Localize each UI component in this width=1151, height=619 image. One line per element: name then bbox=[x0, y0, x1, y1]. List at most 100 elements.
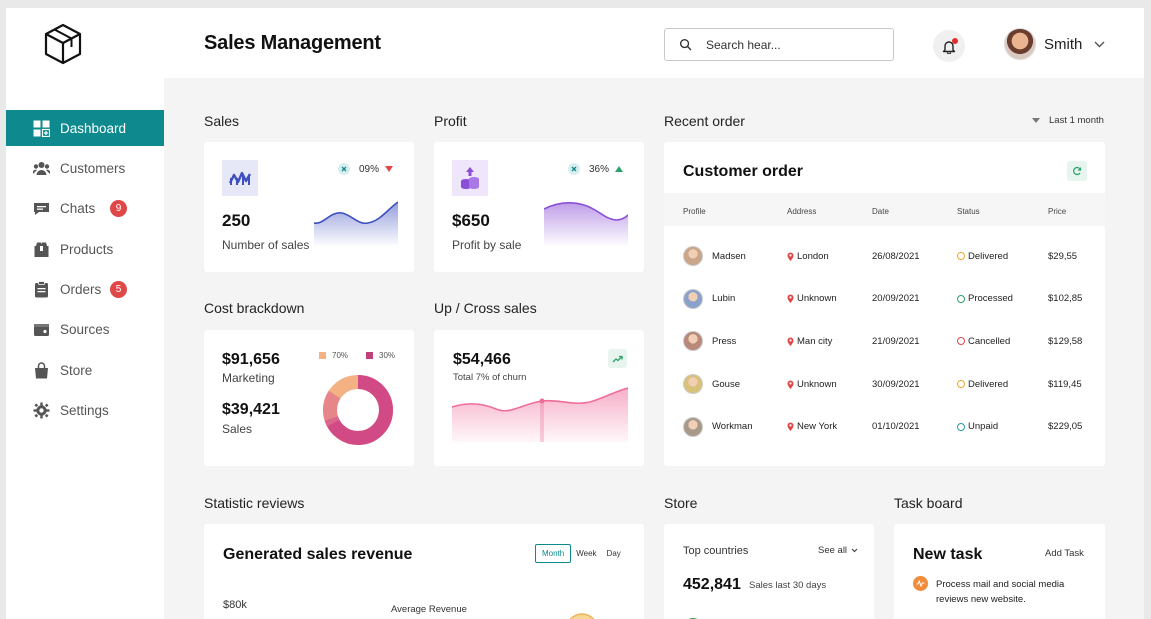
marketing-value: $91,656 bbox=[222, 351, 280, 368]
sidebar-item-chats[interactable]: Chats 9 bbox=[6, 191, 164, 227]
sales-icon-box bbox=[222, 160, 258, 196]
store-label: Sales last 30 days bbox=[749, 580, 827, 591]
dashboard-icon bbox=[33, 120, 50, 137]
sidebar-item-label: Dashboard bbox=[60, 120, 127, 136]
revenue-chart bbox=[569, 613, 595, 619]
tab-day[interactable]: Day bbox=[606, 549, 621, 558]
notifications-button[interactable] bbox=[933, 30, 965, 62]
column-header: Price bbox=[1048, 207, 1067, 216]
customer-name: Press bbox=[712, 335, 737, 347]
profile-cell: Press bbox=[683, 320, 736, 362]
period-tabs: Month Week Day bbox=[535, 544, 626, 563]
status-icon bbox=[957, 422, 965, 431]
profit-label: Profit by sale bbox=[452, 238, 522, 252]
y-axis-label: $80k bbox=[223, 599, 247, 611]
coins-icon bbox=[461, 167, 479, 189]
status-text: Delivered bbox=[968, 378, 1009, 390]
cost-section-title: Cost brackdown bbox=[204, 300, 305, 316]
table-header: Profile Address Date Status Price bbox=[664, 193, 1105, 226]
period-filter-dropdown[interactable]: Last 1 month bbox=[1032, 115, 1104, 126]
sidebar-item-label: Sources bbox=[60, 322, 110, 338]
table-row[interactable]: Workman New York 01/10/2021 Unpaid $229,05 bbox=[664, 406, 1105, 448]
table-row[interactable]: Press Man city 21/09/2021 Cancelled $129,58 bbox=[664, 320, 1105, 362]
user-name: Smith bbox=[1044, 35, 1083, 53]
chats-count-badge: 9 bbox=[110, 200, 127, 218]
sidebar-item-store[interactable]: Store bbox=[6, 352, 164, 388]
user-menu[interactable]: Smith bbox=[1004, 28, 1105, 60]
date-cell: 30/09/2021 bbox=[872, 378, 920, 390]
see-all-link[interactable]: See all bbox=[818, 545, 858, 556]
sidebar-item-dashboard[interactable]: Dashboard bbox=[6, 110, 164, 146]
location-pin-icon bbox=[787, 337, 794, 346]
profile-cell: Gouse bbox=[683, 363, 740, 405]
sales-card: 09% 250 Number of sales bbox=[204, 142, 414, 272]
sales-label: Number of sales bbox=[222, 238, 310, 252]
customer-order-card: Customer order Profile Address Date Stat… bbox=[664, 142, 1105, 466]
store-value: 452,841 bbox=[683, 576, 741, 593]
series-label: Average Revenue bbox=[391, 604, 467, 615]
sales-value: 250 bbox=[222, 211, 251, 230]
status-icon bbox=[957, 337, 965, 346]
customer-name: Madsen bbox=[712, 250, 746, 262]
task-section-title: Task board bbox=[894, 495, 963, 511]
date-cell: 21/09/2021 bbox=[872, 335, 920, 347]
sales-percent-value: 09% bbox=[359, 163, 380, 175]
profile-cell: Lubin bbox=[683, 278, 735, 320]
tab-week[interactable]: Week bbox=[576, 549, 597, 558]
chat-icon bbox=[34, 203, 49, 216]
cube-logo-icon[interactable] bbox=[42, 22, 84, 66]
status-icon bbox=[957, 380, 965, 389]
avatar bbox=[683, 288, 703, 309]
legend-swatch bbox=[319, 352, 326, 359]
clipboard-icon bbox=[35, 281, 48, 298]
sales-sparkline bbox=[314, 201, 398, 247]
x-circle-icon bbox=[568, 163, 580, 175]
profit-section-title: Profit bbox=[434, 113, 467, 129]
store-section-title: Store bbox=[664, 495, 698, 511]
sidebar-item-orders[interactable]: Orders 5 bbox=[6, 272, 164, 308]
profile-cell: Workman bbox=[683, 406, 752, 448]
stats-section-title: Statistic reviews bbox=[204, 495, 305, 511]
sidebar-item-sources[interactable]: Sources bbox=[6, 312, 164, 348]
sidebar bbox=[6, 78, 164, 619]
revenue-card: Generated sales revenue Month Week Day $… bbox=[204, 524, 644, 619]
orders-count-badge: 5 bbox=[110, 281, 127, 299]
sidebar-item-label: Store bbox=[60, 362, 93, 378]
refresh-button[interactable] bbox=[1067, 161, 1087, 181]
cost-sales-value: $39,421 bbox=[222, 401, 280, 418]
cost-card: $91,656 Marketing $39,421 Sales 70% 30% bbox=[204, 330, 414, 466]
date-cell: 20/09/2021 bbox=[872, 293, 920, 305]
address-cell: New York bbox=[787, 406, 837, 448]
search-input[interactable]: Search hear... bbox=[664, 28, 894, 61]
customer-name: Gouse bbox=[712, 378, 740, 390]
legend-label: 70% bbox=[332, 351, 349, 360]
page-title: Sales Management bbox=[204, 32, 381, 54]
gear-icon bbox=[33, 402, 50, 419]
upcross-value: $54,466 bbox=[453, 351, 511, 368]
legend-label: 30% bbox=[379, 351, 396, 360]
status-cell: Unpaid bbox=[957, 406, 998, 448]
upcross-label: Total 7% of churn bbox=[453, 372, 527, 383]
customer-name: Lubin bbox=[712, 293, 736, 305]
add-task-button[interactable]: Add Task bbox=[1045, 548, 1084, 559]
status-text: Processed bbox=[968, 293, 1013, 305]
period-filter-label: Last 1 month bbox=[1049, 115, 1104, 126]
tab-month[interactable]: Month bbox=[535, 544, 572, 563]
sidebar-item-settings[interactable]: Settings bbox=[6, 393, 164, 429]
profit-icon-box bbox=[452, 160, 488, 196]
profit-percent-value: 36% bbox=[589, 163, 610, 175]
date-cell: 26/08/2021 bbox=[872, 250, 920, 262]
table-row[interactable]: Lubin Unknown 20/09/2021 Processed $102,85 bbox=[664, 278, 1105, 320]
marketing-label: Marketing bbox=[222, 371, 275, 385]
address-text: Man city bbox=[797, 335, 833, 347]
cost-sales-label: Sales bbox=[222, 422, 253, 436]
sidebar-item-label: Orders bbox=[60, 282, 102, 298]
trend-button[interactable] bbox=[608, 349, 627, 368]
search-icon bbox=[679, 38, 692, 51]
avatar bbox=[683, 416, 703, 437]
table-row[interactable]: Madsen London 26/08/2021 Delivered $29,55 bbox=[664, 235, 1105, 277]
sidebar-item-customers[interactable]: Customers bbox=[6, 150, 164, 186]
table-row[interactable]: Gouse Unknown 30/09/2021 Delivered $119,45 bbox=[664, 363, 1105, 405]
sidebar-item-products[interactable]: Products bbox=[6, 231, 164, 267]
customer-order-title: Customer order bbox=[683, 163, 804, 180]
